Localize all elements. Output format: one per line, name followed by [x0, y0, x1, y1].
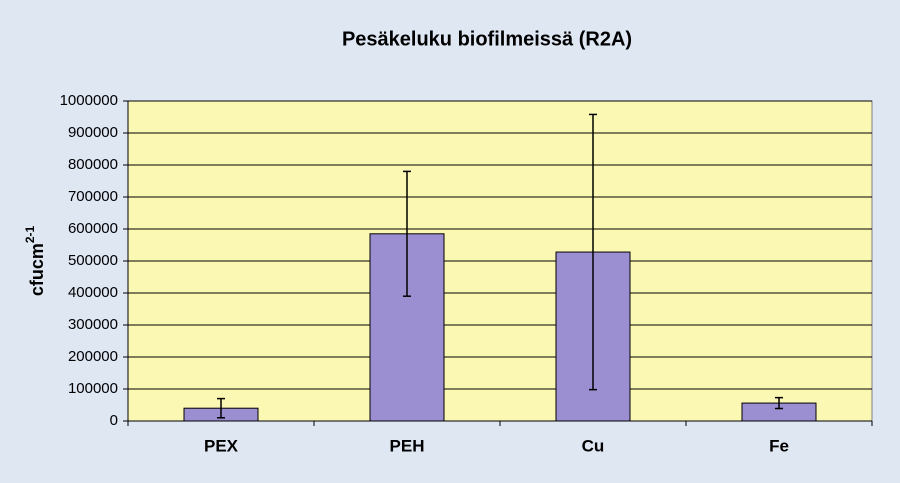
- y-axis-label: cfucm2-1: [23, 225, 47, 296]
- error-bar: [589, 113, 597, 391]
- y-tick-label: 400000: [68, 284, 118, 301]
- error-bar: [217, 397, 225, 419]
- y-tick-label: 600000: [68, 220, 118, 237]
- x-tick-label: PEH: [390, 436, 425, 455]
- y-tick-label: 100000: [68, 380, 118, 397]
- y-axis-label-sup: 2-1: [23, 225, 37, 243]
- y-tick-label: 200000: [68, 348, 118, 365]
- error-bar: [775, 396, 783, 410]
- y-tick-label: 900000: [68, 124, 118, 141]
- x-tick-label: PEX: [204, 436, 239, 455]
- y-axis-label-main: cfucm: [27, 243, 47, 296]
- y-tick-label: 300000: [68, 316, 118, 333]
- y-tick-label: 500000: [68, 252, 118, 269]
- x-tick-label: Fe: [769, 436, 789, 455]
- error-bar: [403, 170, 411, 297]
- y-tick-label: 0: [110, 412, 118, 429]
- y-tick-label: 1000000: [60, 92, 118, 109]
- y-tick-label: 700000: [68, 188, 118, 205]
- chart-title: Pesäkeluku biofilmeissä (R2A): [342, 28, 632, 50]
- y-tick-label: 800000: [68, 156, 118, 173]
- x-tick-label: Cu: [582, 436, 605, 455]
